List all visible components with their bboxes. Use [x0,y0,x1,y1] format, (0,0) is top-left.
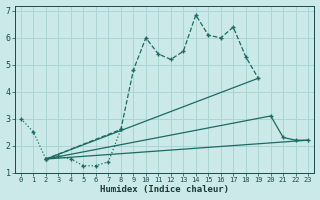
X-axis label: Humidex (Indice chaleur): Humidex (Indice chaleur) [100,185,229,194]
